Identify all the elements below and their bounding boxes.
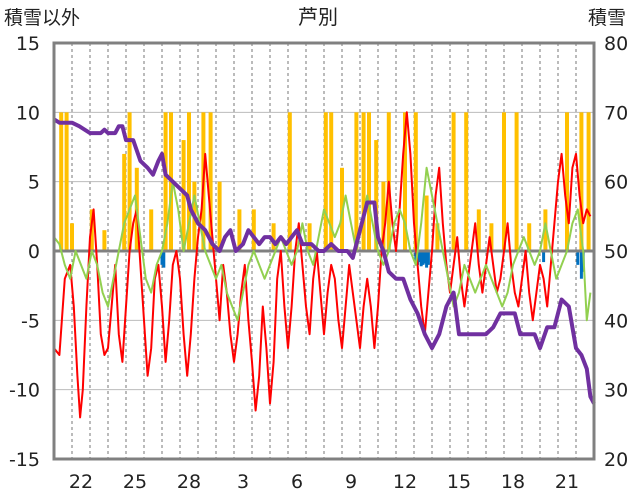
snowfall-bar — [502, 112, 506, 251]
snowfall-bar — [489, 223, 494, 251]
snowfall-bar — [127, 112, 132, 251]
snowfall-bar — [514, 112, 519, 251]
left-axis-label: 積雪以外 — [4, 7, 80, 29]
snowfall-bar — [527, 223, 532, 251]
snowfall-bar — [579, 112, 584, 251]
right-tick-label: 80 — [604, 33, 628, 55]
x-tick-label: 28 — [177, 471, 201, 493]
snowfall-bar — [374, 140, 379, 251]
snow_depth-line — [52, 117, 596, 405]
snowfall-bar — [435, 223, 440, 251]
snowfall-bar — [217, 181, 222, 251]
snowfall-bar — [354, 112, 359, 251]
series-lines — [52, 111, 596, 419]
left-tick-label: 15 — [16, 33, 40, 55]
x-axis-ticks: 22 25 28 3 6 9 12 15 18 21 — [69, 471, 579, 493]
left-tick-label: 10 — [16, 102, 40, 124]
snowfall-bar — [70, 223, 74, 251]
snowfall-bar — [381, 181, 386, 251]
right-tick-label: 20 — [604, 449, 628, 471]
x-tick-label: 6 — [291, 471, 303, 493]
snowfall-bar — [464, 112, 469, 251]
snowfall-bar — [565, 112, 569, 251]
snowfall-bar — [361, 112, 366, 251]
snowfall-bar — [451, 112, 456, 251]
snowfall-bar — [323, 112, 328, 251]
snowfall-bar — [163, 112, 168, 251]
right-tick-label: 60 — [604, 172, 628, 194]
precip-bar — [425, 251, 429, 268]
precip-bar — [426, 251, 430, 265]
x-tick-label: 3 — [237, 471, 249, 493]
snowfall-bar — [102, 230, 107, 251]
snowfall-bar — [413, 112, 418, 251]
x-tick-label: 21 — [555, 471, 579, 493]
precip-bar — [421, 251, 425, 265]
precip-bar — [576, 251, 580, 265]
x-tick-label: 15 — [447, 471, 471, 493]
precip-bar — [542, 251, 546, 263]
left-tick-label: -15 — [9, 449, 40, 471]
precip-bar — [160, 251, 164, 265]
left-tick-label: -10 — [9, 380, 40, 402]
snowfall-bar — [287, 112, 292, 251]
right-tick-label: 50 — [604, 241, 628, 263]
snowfall-bar — [424, 195, 429, 251]
precip-bar — [423, 251, 427, 264]
snowfall-bar — [367, 112, 371, 251]
right-tick-label: 30 — [604, 380, 628, 402]
x-tick-label: 22 — [69, 471, 93, 493]
x-tick-label: 9 — [345, 471, 357, 493]
snowfall-bar — [307, 223, 312, 251]
snowfall-bar — [329, 112, 334, 251]
snowfall-bar — [403, 112, 407, 251]
precip-bar — [162, 251, 166, 268]
snowfall-bar — [586, 112, 591, 251]
snowfall-bar — [543, 209, 548, 251]
snowfall-bar — [251, 209, 256, 251]
snowfall-bar — [122, 153, 127, 251]
right-tick-label: 40 — [604, 310, 628, 332]
snowfall-bar — [149, 209, 154, 251]
x-tick-label: 25 — [123, 471, 147, 493]
snowfall-bar — [181, 140, 186, 251]
x-tick-label: 18 — [501, 471, 525, 493]
right-axis-ticks: 80 70 60 50 40 30 20 — [604, 33, 628, 471]
plot-frame — [52, 41, 596, 461]
chart-title: 芦別 — [298, 5, 338, 29]
snowfall-bar — [64, 112, 69, 251]
right-tick-label: 70 — [604, 102, 628, 124]
left-tick-label: 0 — [28, 241, 40, 263]
left-tick-label: 5 — [28, 172, 40, 194]
precip-bar — [414, 251, 418, 263]
precip-bar — [419, 251, 423, 267]
precip-bar — [417, 251, 421, 263]
snowfall-bar — [59, 112, 64, 251]
snowfall-bar — [208, 112, 213, 251]
snowfall-bar — [271, 223, 276, 251]
precip-bar — [579, 251, 583, 279]
snowfall-bar — [476, 209, 481, 251]
snowfall-bar — [237, 209, 242, 251]
temperature-line — [53, 111, 592, 419]
sunshine-line — [53, 166, 592, 322]
left-axis-ticks: 15 10 5 0 -5 -10 -15 — [9, 33, 40, 471]
right-axis-label: 積雪 — [588, 7, 626, 29]
x-tick-label: 12 — [393, 471, 417, 493]
left-tick-label: -5 — [21, 310, 40, 332]
snowfall-bar — [187, 112, 191, 251]
